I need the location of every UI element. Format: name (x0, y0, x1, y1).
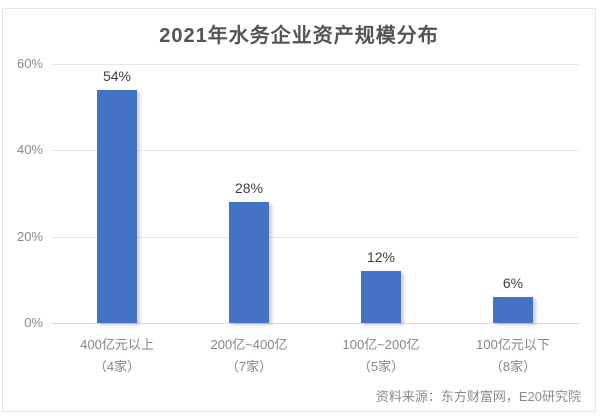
bar-value-label: 54% (102, 67, 132, 84)
bar-column: 54% 400亿元以上 （4家） (51, 64, 183, 374)
y-axis-tick-label: 20% (16, 228, 43, 244)
category-count: （7家） (225, 359, 273, 374)
bar (97, 89, 137, 323)
bar-value-label: 6% (502, 275, 524, 292)
y-axis-tick-label: 0% (24, 315, 43, 330)
x-axis-category-label: 100亿~200亿 （5家） (315, 334, 447, 378)
chart-title: 2021年水务企业资产规模分布 (159, 25, 439, 47)
x-axis-line (51, 323, 579, 324)
plot-area: 60% 40% 20% 0% 54% 400亿元以上 （4家） 28% 200亿~400亿 （7家… (17, 56, 579, 374)
bar (493, 297, 533, 323)
gridline (51, 236, 579, 238)
chart-card: 2021年水务企业资产规模分布 60% 40% 20% 0% 54% 400亿元以上 （4家… (2, 8, 596, 412)
bar-column: 28% 200亿~400亿 （7家） (183, 64, 315, 374)
bar-value-label: 12% (366, 249, 396, 266)
bar-column: 6% 100亿元以下 （8家） (447, 64, 579, 374)
x-axis-category-label: 400亿元以上 （4家） (51, 334, 183, 378)
x-axis-category-label: 200亿~400亿 （7家） (183, 334, 315, 378)
x-axis-category-label: 100亿元以下 （8家） (447, 334, 579, 378)
bar (361, 271, 401, 323)
category-name: 100亿~200亿 (342, 337, 420, 352)
category-count: （8家） (489, 359, 537, 374)
gridline (51, 64, 579, 65)
y-axis-tick-label: 40% (16, 142, 43, 158)
category-count: （5家） (357, 359, 405, 374)
category-name: 400亿元以上 (80, 337, 154, 352)
y-axis-tick-label: 60% (16, 56, 43, 71)
gridline (51, 150, 579, 152)
category-name: 200亿~400亿 (210, 337, 288, 352)
bar-column: 12% 100亿~200亿 （5家） (315, 64, 447, 374)
source-note: 资料来源：东方财富网，E20研究院 (375, 389, 581, 404)
category-count: （4家） (93, 359, 141, 374)
bar-value-label: 28% (234, 180, 264, 197)
bar (229, 202, 269, 323)
category-name: 100亿元以下 (476, 337, 550, 352)
